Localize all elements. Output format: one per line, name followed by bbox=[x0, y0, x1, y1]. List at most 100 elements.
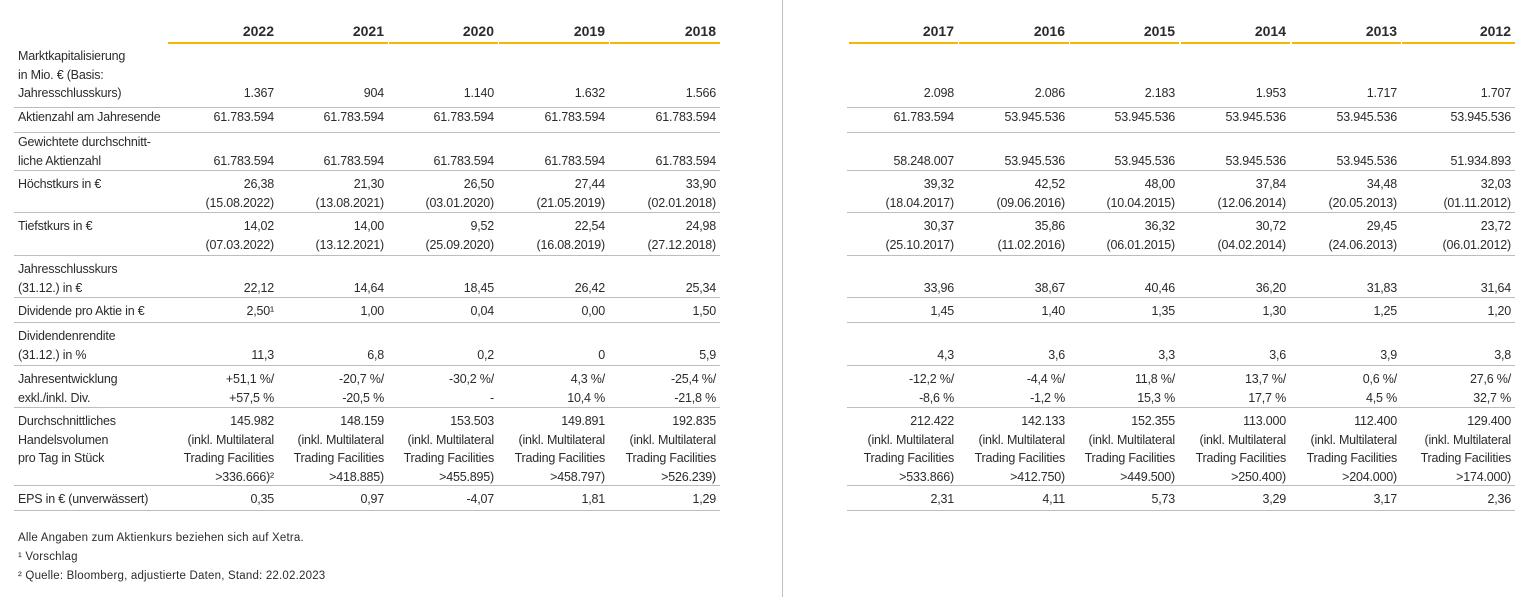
year-header-2018: 2018 bbox=[684, 23, 716, 39]
footnote-1: Alle Angaben zum Aktienkurs beziehen sic… bbox=[18, 532, 304, 544]
table-cell: 53.945.536 bbox=[1450, 110, 1511, 124]
table-cell: -20,5 % bbox=[342, 390, 384, 405]
row-label: Dividende pro Aktie in € bbox=[18, 304, 145, 318]
table-cell: 31,64 bbox=[1480, 280, 1511, 295]
table-cell: 1,29 bbox=[692, 492, 716, 506]
table-cell: 21,30 bbox=[353, 177, 384, 191]
table-cell: 30,72 bbox=[1255, 219, 1286, 233]
row-separator bbox=[847, 407, 1515, 408]
table-cell: -8,6 % bbox=[919, 390, 954, 405]
table-cell: 35,86 bbox=[1034, 219, 1065, 233]
table-cell: 37,84 bbox=[1255, 177, 1286, 191]
table-cell: 3,6 bbox=[1269, 347, 1286, 362]
table-cell: (inkl. Multilateral bbox=[629, 432, 716, 447]
table-cell: 4,3 bbox=[937, 347, 954, 362]
table-cell: 33,90 bbox=[685, 177, 716, 191]
table-cell: >533.866) bbox=[899, 469, 954, 484]
row-separator bbox=[14, 297, 720, 298]
table-cell: (03.01.2020) bbox=[425, 195, 495, 210]
table-cell: 53.945.536 bbox=[1114, 153, 1175, 168]
table-cell: 24,98 bbox=[685, 219, 716, 233]
row-label: in Mio. € (Basis: bbox=[18, 67, 104, 82]
table-cell: >526.239) bbox=[661, 469, 716, 484]
table-cell: (inkl. Multilateral bbox=[978, 432, 1065, 447]
table-cell: >455.895) bbox=[439, 469, 494, 484]
table-cell: 152.355 bbox=[1131, 414, 1175, 428]
table-cell: >449.500) bbox=[1120, 469, 1175, 484]
table-cell: 1,25 bbox=[1373, 304, 1397, 318]
table-cell: 192.835 bbox=[672, 414, 716, 428]
table-cell: 53.945.536 bbox=[1336, 153, 1397, 168]
table-cell: -20,7 %/ bbox=[339, 372, 384, 386]
table-cell: 2,50¹ bbox=[246, 304, 275, 318]
row-separator bbox=[847, 365, 1515, 366]
row-separator bbox=[14, 510, 720, 511]
table-cell: 53.945.536 bbox=[1225, 110, 1286, 124]
table-cell: (inkl. Multilateral bbox=[518, 432, 605, 447]
table-cell: (27.12.2018) bbox=[647, 237, 717, 252]
table-cell: 11,8 %/ bbox=[1134, 372, 1175, 386]
table-cell: 1,35 bbox=[1151, 304, 1175, 318]
table-cell: -25,4 %/ bbox=[671, 372, 716, 386]
table-cell: 2.086 bbox=[1034, 86, 1065, 100]
table-cell: (18.04.2017) bbox=[885, 195, 955, 210]
table-cell: (inkl. Multilateral bbox=[1088, 432, 1175, 447]
row-label: EPS in € (unverwässert) bbox=[18, 492, 149, 506]
table-cell: (04.02.2014) bbox=[1217, 237, 1287, 252]
row-separator bbox=[14, 322, 720, 323]
table-cell: 42,52 bbox=[1034, 177, 1065, 191]
table-cell: 61.783.594 bbox=[323, 110, 384, 124]
year-header-underline bbox=[499, 42, 609, 44]
table-cell: 61.783.594 bbox=[323, 153, 384, 168]
row-label: Gewichtete durchschnitt- bbox=[18, 135, 151, 149]
table-cell: Trading Facilities bbox=[1420, 451, 1512, 465]
year-header-2022: 2022 bbox=[242, 23, 274, 39]
table-cell: 1,40 bbox=[1041, 304, 1065, 318]
row-label: Jahresentwicklung bbox=[18, 372, 118, 386]
table-cell: (20.05.2013) bbox=[1328, 195, 1398, 210]
table-cell: (inkl. Multilateral bbox=[1199, 432, 1286, 447]
row-separator bbox=[847, 107, 1515, 108]
table-cell: 0,00 bbox=[581, 304, 605, 318]
table-cell: 40,46 bbox=[1144, 280, 1175, 295]
row-separator bbox=[847, 485, 1515, 486]
table-cell: 112.400 bbox=[1354, 414, 1397, 428]
row-label: Durchschnittliches bbox=[18, 414, 116, 428]
row-separator bbox=[14, 212, 720, 213]
table-cell: 1.140 bbox=[463, 86, 494, 100]
table-cell: (13.12.2021) bbox=[315, 237, 385, 252]
table-cell: Trading Facilities bbox=[293, 451, 385, 465]
footnote-2: ¹ Vorschlag bbox=[18, 551, 78, 563]
year-header-2020: 2020 bbox=[462, 23, 494, 39]
table-cell: 11,3 bbox=[251, 347, 274, 362]
row-separator bbox=[847, 255, 1515, 256]
table-cell: 142.133 bbox=[1021, 414, 1065, 428]
row-separator bbox=[847, 297, 1515, 298]
table-cell: 4,5 % bbox=[1366, 390, 1397, 405]
row-separator bbox=[847, 170, 1515, 171]
table-cell: 2.098 bbox=[923, 86, 954, 100]
year-header-underline bbox=[278, 42, 388, 44]
table-cell: 148.159 bbox=[340, 414, 384, 428]
table-cell: >174.000) bbox=[1456, 469, 1511, 484]
year-header-2014: 2014 bbox=[1254, 23, 1286, 39]
row-separator bbox=[14, 107, 720, 108]
table-cell: 34,48 bbox=[1366, 177, 1397, 191]
table-cell: Trading Facilities bbox=[1084, 451, 1176, 465]
table-cell: 53.945.536 bbox=[1004, 153, 1065, 168]
table-cell: 36,32 bbox=[1144, 219, 1175, 233]
table-cell: 212.422 bbox=[910, 414, 954, 428]
table-cell: 32,7 % bbox=[1473, 390, 1511, 405]
row-label: (31.12.) in % bbox=[18, 347, 87, 362]
row-label: Tiefstkurs in € bbox=[18, 219, 93, 233]
table-cell: 6,8 bbox=[367, 347, 384, 362]
table-cell: 1,20 bbox=[1487, 304, 1511, 318]
table-cell: 9,52 bbox=[470, 219, 494, 233]
table-cell: 1.953 bbox=[1255, 86, 1286, 100]
table-cell: 22,54 bbox=[574, 219, 605, 233]
table-cell: (16.08.2019) bbox=[536, 237, 606, 252]
table-cell: 61.783.594 bbox=[433, 110, 494, 124]
table-cell: (09.06.2016) bbox=[996, 195, 1066, 210]
table-cell: 53.945.536 bbox=[1225, 153, 1286, 168]
